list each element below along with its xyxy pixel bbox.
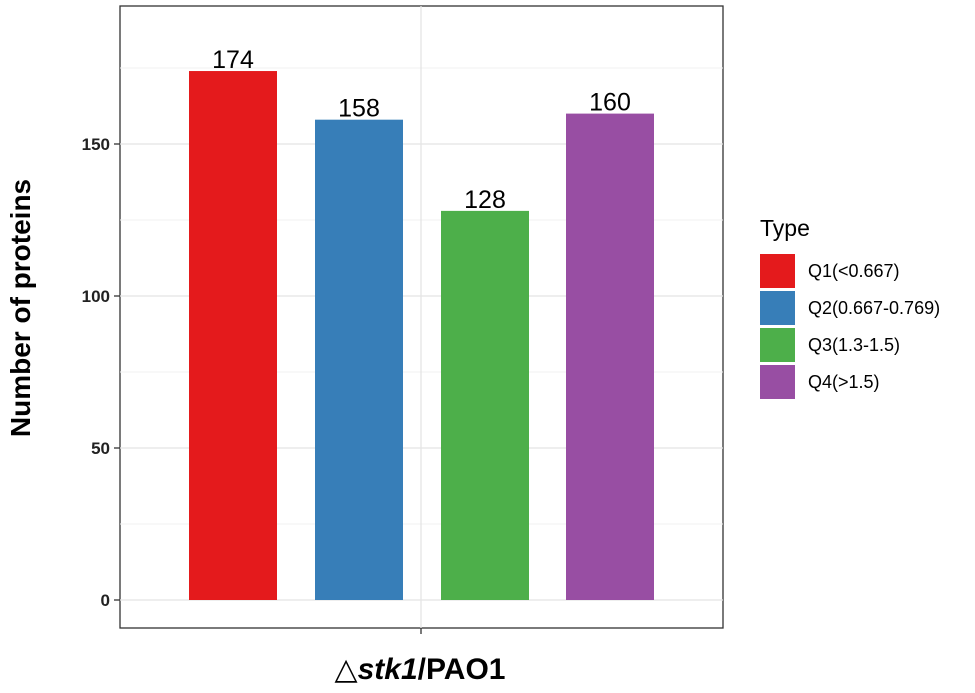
legend-swatch [760,365,795,399]
bar-value-label: 128 [464,186,506,214]
y-axis: 0 50 100 150 [82,135,120,610]
x-axis-title: △stk1/PAO1 [335,653,506,686]
legend-swatch [760,254,795,288]
legend-label: Q2(0.667-0.769) [808,298,940,318]
legend: Type Q1(<0.667) Q2(0.667-0.769) Q3(1.3-1.5… [760,215,940,399]
bar [441,210,529,600]
x-axis-title-gene: stk1 [358,653,418,686]
bar-value-label: 174 [212,46,254,74]
legend-swatch [760,291,795,325]
x-axis-title-prefix: △ [335,653,358,686]
y-axis-title: Number of proteins [5,179,36,437]
legend-swatch [760,328,795,362]
bar-value-label: 160 [589,89,631,117]
legend-label: Q3(1.3-1.5) [808,335,900,355]
bars [189,71,654,601]
bar-value-label: 158 [338,95,380,123]
legend-label: Q4(>1.5) [808,372,880,392]
bar [566,113,654,600]
bar-value-labels: 174 158 128 160 [212,46,631,214]
x-axis-title-suffix: /PAO1 [418,653,506,686]
bar [315,119,403,601]
y-tick-label: 50 [91,439,110,458]
y-tick-label: 100 [82,287,110,306]
y-tick-label: 150 [82,135,110,154]
legend-title: Type [760,215,810,241]
legend-label: Q1(<0.667) [808,261,900,281]
y-tick-label: 0 [101,591,110,610]
bar [189,71,277,601]
